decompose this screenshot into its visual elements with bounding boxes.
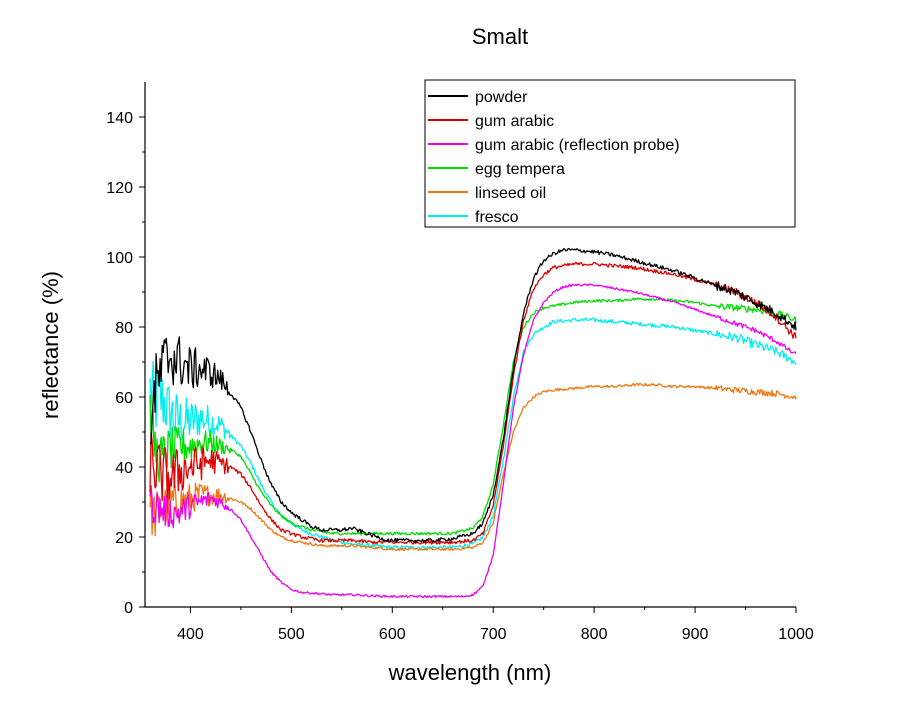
x-tick-label: 800	[581, 626, 608, 643]
x-tick-label: 1000	[778, 626, 814, 643]
axis-frame: 0 20 40 60 80 100 120 140 400 500 600 700 800 900 1000	[106, 82, 814, 643]
y-tick-label: 60	[115, 390, 133, 407]
y-tick-label: 20	[115, 530, 133, 547]
legend-label: egg tempera	[475, 161, 565, 178]
legend: powder gum arabic gum arabic (reflection p…	[424, 79, 796, 228]
series-line-1	[149, 261, 797, 545]
legend-label: gum arabic	[475, 113, 554, 130]
series-line-3	[149, 297, 797, 536]
series-layer	[149, 247, 797, 599]
legend-box	[424, 79, 796, 228]
legend-label: linseed oil	[475, 185, 546, 202]
legend-label: gum arabic (reflection probe)	[475, 137, 680, 154]
x-tick-label: 900	[682, 626, 709, 643]
x-tick-label: 400	[177, 626, 204, 643]
y-tick-label: 140	[106, 110, 133, 127]
x-axis-title: wavelength (nm)	[388, 660, 552, 685]
x-tick-label: 700	[480, 626, 507, 643]
series-line-2	[149, 283, 797, 599]
y-tick-label: 100	[106, 250, 133, 267]
series-line-0	[149, 247, 797, 544]
y-tick-label: 120	[106, 180, 133, 197]
series-line-5	[149, 317, 797, 550]
x-tick-label: 500	[278, 626, 305, 643]
y-axis-title: reflectance (%)	[38, 271, 63, 419]
series-line-4	[149, 382, 797, 552]
y-tick-label: 40	[115, 460, 133, 477]
legend-label: fresco	[475, 209, 519, 226]
y-tick-label: 80	[115, 320, 133, 337]
x-tick-label: 600	[379, 626, 406, 643]
chart-title: Smalt	[472, 24, 528, 49]
y-tick-label: 0	[124, 600, 133, 617]
legend-label: powder	[475, 89, 528, 106]
